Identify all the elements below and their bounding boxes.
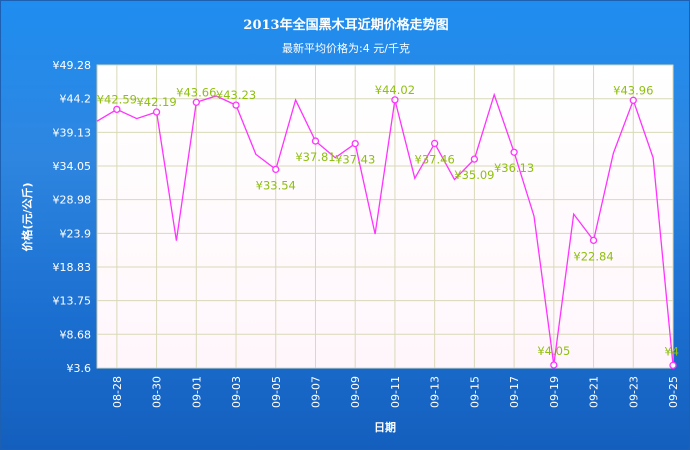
x-tick-label: 09-17: [508, 376, 521, 408]
x-axis-label: 日期: [374, 420, 396, 434]
chart-title: 2013年全国黑木耳近期价格走势图: [243, 17, 448, 33]
data-label: ¥42.59: [97, 92, 137, 106]
data-label: ¥35.09: [454, 168, 494, 182]
data-point: [311, 137, 320, 145]
data-point: [391, 96, 399, 104]
data-labels: ¥42.59 ¥42.19¥43.66 ¥43.23¥33.54¥37.81 ¥37.…: [97, 83, 679, 358]
y-tick-label: ¥49.28: [53, 59, 92, 72]
plot-area: [96, 64, 674, 369]
y-tick-label: ¥44.2: [60, 93, 92, 106]
x-axis-ticks: 08-28 08-30 09-01 09-03 09-05 09-07 09-09 09-11…: [111, 376, 680, 408]
data-label: ¥43.96: [613, 83, 653, 97]
x-tick-label: 09-15: [468, 376, 481, 408]
y-tick-label: ¥28.98: [53, 194, 92, 207]
y-tick-label: ¥34.05: [53, 160, 92, 173]
data-point: [272, 165, 280, 174]
x-tick-label: 09-05: [270, 376, 283, 408]
data-label: ¥43.66: [176, 85, 216, 99]
data-label: ¥4.05: [537, 344, 570, 358]
data-label: ¥37.46: [415, 152, 455, 166]
series-layer: [96, 92, 677, 369]
data-label: ¥22.84: [573, 249, 613, 263]
x-tick-label: 09-03: [230, 376, 243, 408]
data-point: [550, 361, 558, 369]
y-tick-label: ¥23.9: [60, 227, 92, 240]
data-label: ¥36.13: [494, 161, 534, 175]
x-tick-label: 08-30: [151, 376, 164, 408]
x-tick-label: 09-09: [349, 376, 362, 408]
x-tick-label: 09-11: [389, 376, 402, 408]
x-tick-label: 09-13: [429, 376, 442, 408]
data-point: [431, 139, 439, 148]
data-label: ¥37.81: [295, 150, 335, 164]
y-tick-label: ¥8.68: [60, 328, 92, 341]
data-label: ¥37.43: [335, 153, 375, 167]
data-label: ¥43.23: [216, 88, 256, 102]
x-tick-label: 09-07: [309, 376, 322, 408]
y-tick-label: ¥3.6: [67, 362, 92, 375]
data-point: [669, 361, 677, 369]
y-tick-label: ¥13.75: [53, 295, 92, 308]
data-point: [152, 108, 161, 116]
x-tick-label: 09-01: [190, 376, 203, 408]
data-point: [113, 105, 121, 114]
data-label: ¥4: [664, 344, 679, 358]
data-label: ¥33.54: [256, 178, 296, 192]
data-point: [351, 139, 359, 148]
data-point: [510, 148, 518, 156]
y-tick-label: ¥18.83: [53, 261, 92, 274]
series-line: [96, 92, 674, 366]
data-point: [192, 98, 200, 106]
chart-subtitle: 最新平均价格为:4 元/千克: [282, 41, 410, 55]
y-axis-ticks: ¥49.28 ¥44.2 ¥39.13 ¥34.05 ¥28.98 ¥23.9 ¥18.83…: [53, 59, 92, 375]
y-tick-label: ¥39.13: [53, 126, 92, 139]
data-label: ¥42.19: [136, 95, 176, 109]
data-point: [232, 101, 240, 109]
data-point: [589, 236, 598, 245]
x-tick-label: 08-28: [111, 376, 124, 408]
y-axis-label: 价格(元/公斤): [20, 182, 34, 251]
data-label: ¥44.02: [375, 83, 415, 97]
x-tick-label: 09-21: [588, 376, 601, 408]
x-tick-label: 09-23: [627, 376, 640, 408]
x-tick-label: 09-25: [667, 376, 680, 408]
x-tick-label: 09-19: [548, 376, 561, 408]
data-point: [629, 96, 637, 104]
data-point: [470, 155, 479, 163]
